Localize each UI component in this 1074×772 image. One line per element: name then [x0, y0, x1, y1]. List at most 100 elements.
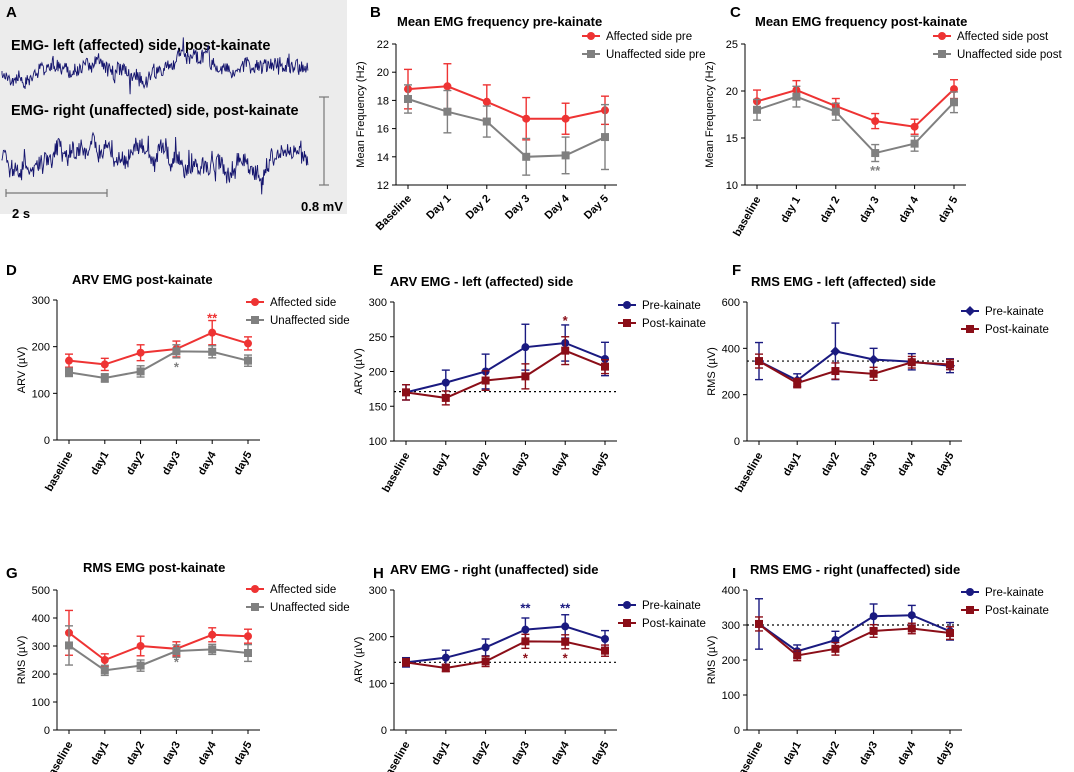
data-point: [65, 368, 73, 377]
data-point: [907, 358, 916, 367]
x-tick-label: day 4: [897, 194, 922, 225]
data-point: [830, 346, 841, 357]
x-tick-label: day1: [781, 451, 804, 479]
data-point: [443, 82, 452, 91]
legend-label: Post-kainate: [642, 318, 706, 330]
panel-a: A EMG- left (affected) side, post-kainat…: [0, 0, 347, 221]
x-tick-label: baseline: [731, 195, 763, 239]
series-line: [756, 88, 955, 128]
legend-label: Unaffected side: [270, 315, 350, 327]
data-point: [208, 630, 217, 639]
data-point: [753, 105, 761, 114]
emg-trace-right: [1, 131, 309, 195]
legend-label: Affected side: [270, 297, 336, 309]
data-point: [910, 122, 919, 131]
data-point: [481, 657, 490, 666]
data-point: [136, 367, 145, 376]
series-line: [68, 644, 249, 672]
data-point: [601, 646, 609, 655]
x-tick-label: day1: [781, 740, 804, 768]
panel-label: I: [732, 565, 736, 582]
series-line: [68, 331, 249, 366]
data-point: [521, 372, 530, 381]
data-point: [910, 139, 919, 148]
x-tick-label: day3: [160, 740, 183, 768]
panel-label: H: [373, 565, 384, 582]
series-line: [68, 350, 249, 379]
x-tick-label: Baseline: [374, 193, 414, 233]
data-point: [522, 152, 531, 161]
data-point: [755, 619, 763, 628]
data-point: [868, 354, 879, 365]
x-tick-label: baseline: [380, 740, 412, 772]
panel-label: F: [732, 262, 741, 279]
significance-marker: **: [207, 311, 218, 326]
panel-i: I RMS EMG - right (unaffected) side 0 100 20…: [706, 562, 1049, 772]
series-line: [758, 350, 951, 382]
data-point: [65, 356, 73, 365]
y-tick-label: 250: [369, 332, 387, 344]
series-2: Post-kainate: [402, 318, 706, 406]
legend-swatch-marker: [938, 50, 946, 58]
series-2: Post-kainate: [755, 605, 1049, 662]
y-tick-label: 500: [32, 585, 50, 597]
x-tick-label: day5: [589, 740, 612, 768]
x-tick-label: day4: [196, 739, 219, 767]
panel-c: C Mean EMG frequency post-kainate 10 15 20 25…: [704, 4, 1062, 239]
series-2: Unaffected side pre: [404, 49, 706, 176]
x-tick-label: day2: [819, 740, 842, 768]
data-point: [244, 356, 252, 365]
panel-e: E ARV EMG - left (affected) side 100 150 200…: [353, 262, 706, 495]
x-tick-label: day4: [895, 450, 918, 478]
y-tick-label: 100: [369, 436, 387, 448]
significance-marker: *: [174, 654, 180, 669]
data-point: [136, 661, 145, 670]
panel-label: C: [730, 4, 741, 21]
panel-label: D: [6, 262, 17, 279]
series-1: Affected side: [65, 297, 336, 372]
data-point: [561, 622, 570, 631]
data-point: [755, 357, 763, 366]
series-line: [407, 85, 606, 120]
legend-swatch-marker: [965, 306, 975, 316]
data-point: [481, 376, 490, 385]
x-tick-label: day4: [549, 739, 572, 767]
data-point: [172, 647, 181, 656]
chart-title: RMS EMG - right (unaffected) side: [750, 562, 960, 577]
y-axis-label: Mean Frequency (Hz): [704, 61, 716, 167]
data-point: [561, 346, 570, 355]
data-point: [244, 649, 252, 657]
significance-marker: *: [563, 313, 569, 328]
x-tick-label: day2: [819, 451, 842, 479]
panel-d: D ARV EMG post-kainate 0 100 200 300 ARV (µV) b…: [6, 262, 350, 494]
series-line: [405, 341, 606, 394]
series-line: [407, 98, 606, 158]
data-point: [869, 369, 878, 378]
x-tick-label: day1: [429, 451, 452, 479]
series-line: [758, 623, 951, 657]
series-2: Post-kainate: [402, 618, 706, 673]
series-2: Unaffected side: [65, 315, 350, 383]
legend-swatch-marker: [587, 32, 595, 40]
y-tick-label: 300: [369, 297, 387, 309]
data-point: [869, 626, 878, 635]
x-tick-label: day2: [469, 740, 492, 768]
legend-label: Pre-kainate: [642, 600, 701, 612]
y-tick-label: 300: [32, 641, 50, 653]
x-tick-label: day3: [857, 451, 880, 479]
legend-label: Pre-kainate: [642, 300, 701, 312]
panel-h: H ARV EMG - right (unaffected) side 0 100 20…: [353, 562, 706, 772]
y-tick-label: 200: [32, 669, 50, 681]
data-point: [793, 651, 802, 660]
data-point: [561, 637, 570, 646]
significance-marker: *: [563, 651, 569, 666]
y-tick-label: 200: [32, 342, 50, 354]
emg-trace-left: [1, 37, 309, 95]
panel-a-background: [0, 0, 347, 214]
chart-title: Mean EMG frequency pre-kainate: [397, 14, 602, 29]
x-tick-label: day2: [124, 740, 147, 768]
y-tick-label: 0: [44, 435, 50, 447]
legend-swatch-marker: [623, 601, 631, 609]
data-point: [792, 92, 801, 101]
data-point: [831, 107, 840, 116]
